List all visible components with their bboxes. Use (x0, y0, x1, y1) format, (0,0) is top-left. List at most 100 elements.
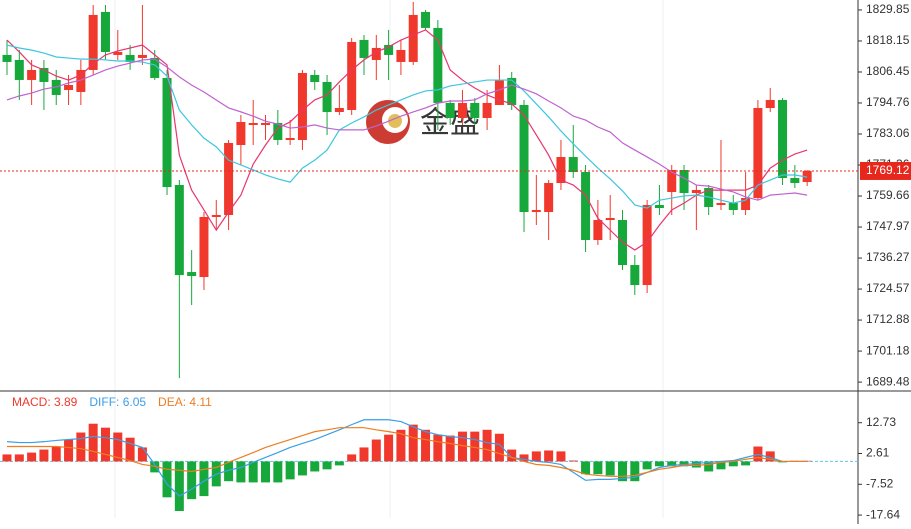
macd-bar (64, 439, 74, 462)
macd-bar (261, 461, 271, 483)
candle-body (470, 102, 480, 118)
macd-bar (27, 452, 37, 462)
candle-body (150, 57, 160, 78)
candle-body (728, 203, 738, 211)
macd-bar (347, 454, 357, 462)
candle-body (88, 14, 98, 70)
macd-bar (396, 429, 406, 462)
candle-body (359, 39, 369, 58)
candle-body (125, 54, 135, 62)
macd-bar (482, 429, 492, 462)
candle-body (568, 157, 578, 173)
candle-body (396, 49, 406, 62)
y-tick-label: 1689.48 (866, 374, 910, 388)
y-tick-label: 1736.27 (866, 250, 910, 264)
macd-bar (88, 423, 98, 462)
macd-bar (384, 434, 394, 462)
macd-bar (421, 429, 431, 462)
y-tick-label: 2.61 (866, 446, 890, 460)
y-tick-label: 1794.76 (866, 95, 910, 109)
macd-bar (728, 461, 738, 467)
candle-body (482, 102, 492, 118)
candle-body (14, 59, 24, 80)
macd-bar (605, 461, 615, 476)
candle-body (765, 99, 775, 108)
candle-body (630, 265, 640, 286)
candle-body (64, 84, 74, 90)
candle-body (507, 77, 517, 105)
macd-bar (248, 461, 258, 483)
candle-body (544, 183, 554, 213)
candle-body (408, 14, 418, 62)
macd-bar (741, 461, 751, 466)
macd-bar (236, 461, 246, 483)
candle-body (285, 137, 295, 140)
candle-body (753, 107, 763, 199)
y-tick-label: 1759.66 (866, 188, 910, 202)
candle-body (790, 178, 800, 184)
moving-average-line (6, 44, 808, 209)
y-tick-label: 1724.57 (866, 281, 910, 295)
candle-body (100, 11, 110, 52)
macd-bar (691, 461, 701, 468)
candle-body (76, 69, 86, 92)
legend-entry: DEA: 4.11 (158, 395, 212, 409)
y-tick-label: 1747.97 (866, 219, 910, 233)
y-tick-label: 12.73 (866, 415, 896, 429)
macd-bar (187, 461, 197, 500)
indicator-line (7, 427, 808, 477)
candle-body (322, 81, 332, 112)
macd-bar (2, 454, 12, 462)
candle-body (384, 44, 394, 55)
candle-body (347, 41, 357, 110)
candle-body (593, 220, 603, 241)
macd-bar (199, 461, 209, 497)
macd-bar (359, 447, 369, 462)
candle-body (445, 102, 455, 118)
macd-bar (765, 451, 775, 462)
candle-body (297, 72, 307, 140)
macd-bar (273, 461, 283, 483)
candle-body (531, 210, 541, 213)
macd-bar (100, 427, 110, 462)
macd-bar (224, 461, 234, 482)
y-tick-label: 1806.45 (866, 64, 910, 78)
macd-bar (137, 447, 147, 462)
macd-panel: 12.73 2.61 -7.52 -17.64 MACD: 3.89 DIFF: 6.05… (0, 395, 900, 521)
macd-bar (593, 461, 603, 475)
macd-bar (618, 461, 627, 482)
legend-entry: MACD: 3.89 (12, 395, 78, 409)
macd-bar (76, 432, 86, 462)
macd-bar (433, 434, 443, 462)
macd-bar (679, 461, 689, 467)
candle-body (581, 172, 591, 241)
macd-bar (568, 460, 578, 462)
macd-bar (408, 424, 418, 462)
macd-bar (507, 449, 517, 462)
macd-bar (457, 431, 467, 462)
macd-bar (642, 461, 652, 470)
candle-body (224, 142, 234, 216)
candle-body (642, 205, 652, 286)
macd-bar (531, 451, 541, 462)
candle-body (802, 170, 812, 183)
candle-body (494, 79, 504, 105)
macd-bar (113, 432, 123, 462)
candle-body (211, 215, 221, 218)
candle-body (273, 122, 283, 140)
price-panel: 1829.851818.151806.451794.761783.061771.… (0, 1, 911, 388)
candle-body (39, 67, 49, 82)
candle-body (433, 27, 443, 103)
candle-body (457, 102, 467, 118)
candle-body (27, 69, 37, 80)
macd-bar (654, 461, 664, 467)
y-tick-label: -7.52 (866, 476, 894, 490)
last-price-box (860, 161, 911, 180)
candle-body (605, 218, 615, 221)
indicator-line (6, 419, 808, 497)
candle-body (187, 272, 197, 277)
legend-entry: DIFF: 6.05 (89, 395, 146, 409)
last-price-label: 1769.12 (866, 163, 910, 177)
macd-bar (322, 461, 332, 470)
